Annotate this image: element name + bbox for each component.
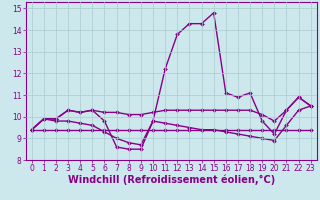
X-axis label: Windchill (Refroidissement éolien,°C): Windchill (Refroidissement éolien,°C) (68, 175, 275, 185)
